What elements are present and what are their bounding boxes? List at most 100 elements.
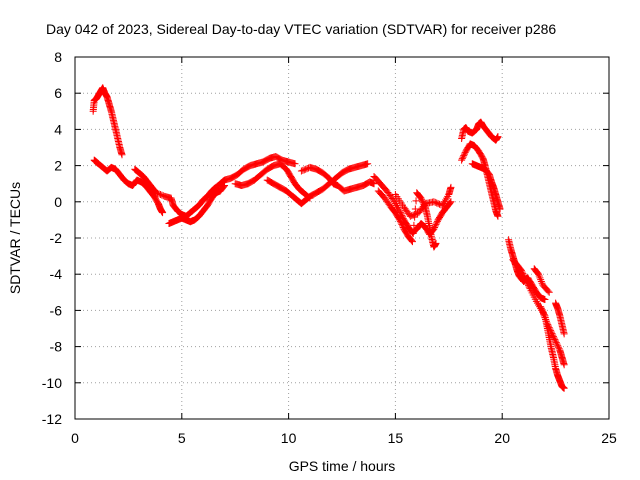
data-point-track-p xyxy=(532,297,540,305)
data-point-track-j xyxy=(397,219,405,227)
data-point-track-s xyxy=(533,268,541,276)
data-point-track-q xyxy=(537,303,545,311)
y-tick-label: -4 xyxy=(50,266,63,282)
data-point-track-m xyxy=(458,156,466,164)
data-point-track-c xyxy=(152,189,160,197)
plot-frame xyxy=(74,56,610,420)
y-axis-label: SDTVAR / TECUs xyxy=(7,182,23,294)
data-point-track-j xyxy=(417,194,425,202)
data-point-track-p xyxy=(523,279,531,287)
data-point-track-p xyxy=(518,268,526,276)
data-point-track-c xyxy=(158,191,166,199)
x-tick-label: 10 xyxy=(281,430,297,446)
data-point-track-k xyxy=(441,198,449,206)
data-point-track-j xyxy=(407,236,415,244)
data-point-track-p xyxy=(525,282,533,290)
data-point-track-j xyxy=(411,205,419,213)
x-tick-label: 20 xyxy=(494,430,510,446)
data-point-track-i xyxy=(446,199,454,207)
data-point-track-o xyxy=(541,296,549,304)
data-point-track-l xyxy=(494,133,502,141)
data-point-track-i xyxy=(399,213,407,221)
data-point-track-p xyxy=(554,342,562,350)
y-tick-label: -6 xyxy=(50,302,63,318)
data-point-track-j xyxy=(398,220,406,228)
chart-title: Day 042 of 2023, Sidereal Day-to-day VTE… xyxy=(46,21,556,37)
data-point-track-k xyxy=(439,200,447,208)
data-point-track-p xyxy=(560,361,568,369)
data-point-track-b xyxy=(159,209,167,217)
data-point-track-p xyxy=(552,339,560,347)
data-point-track-g xyxy=(364,160,372,168)
data-points xyxy=(89,84,568,392)
data-point-track-p xyxy=(550,334,558,342)
x-tick-label: 25 xyxy=(601,430,617,446)
data-point-track-j xyxy=(408,238,416,246)
data-point-track-k xyxy=(408,212,416,220)
data-point-track-j xyxy=(396,216,404,224)
data-point-track-j xyxy=(412,197,420,205)
data-point-track-r xyxy=(560,330,568,338)
data-point-track-p xyxy=(554,343,562,351)
data-point-track-p xyxy=(521,274,529,282)
data-point-track-n xyxy=(496,205,504,213)
data-point-track-n xyxy=(484,169,492,177)
data-point-track-k xyxy=(444,192,452,200)
data-point-track-h xyxy=(303,165,311,173)
data-point-track-i xyxy=(395,205,403,213)
data-point-track-h xyxy=(370,180,378,188)
data-point-track-p xyxy=(522,277,530,285)
data-point-track-k xyxy=(430,198,438,206)
data-point-track-s xyxy=(536,274,544,282)
data-point-track-m xyxy=(460,150,468,158)
data-point-track-d xyxy=(219,183,227,191)
data-point-track-p xyxy=(525,283,533,291)
data-point-track-k xyxy=(443,194,451,202)
data-point-track-k xyxy=(411,210,419,218)
data-point-track-q xyxy=(538,306,546,314)
y-tick-label: 6 xyxy=(54,85,62,101)
data-point-track-q xyxy=(540,310,548,318)
data-point-track-j xyxy=(432,239,440,247)
data-point-track-q xyxy=(539,307,547,315)
data-point-track-e xyxy=(220,177,228,185)
data-point-track-k xyxy=(442,196,450,204)
y-tick-label: -12 xyxy=(42,411,62,427)
data-point-track-k xyxy=(436,200,444,208)
data-point-track-h xyxy=(300,166,308,174)
data-point-track-p xyxy=(549,333,557,341)
data-point-track-j xyxy=(408,237,416,245)
data-point-track-i xyxy=(447,198,455,206)
data-point-track-p xyxy=(549,331,557,339)
data-point-track-p xyxy=(520,271,528,279)
data-point-track-e xyxy=(291,160,299,168)
data-point-track-i xyxy=(392,201,400,209)
data-point-track-k xyxy=(431,198,439,206)
data-point-track-j xyxy=(410,221,418,229)
y-tick-label: 2 xyxy=(54,158,62,174)
data-point-track-i xyxy=(446,200,454,208)
data-point-track-p xyxy=(522,276,530,284)
data-point-track-k xyxy=(438,201,446,209)
data-point-track-c xyxy=(155,190,163,198)
data-point-track-s xyxy=(535,272,543,280)
data-point-track-s xyxy=(538,279,546,287)
data-point-track-j xyxy=(409,229,417,237)
data-point-track-j xyxy=(396,217,404,225)
data-point-track-k xyxy=(433,199,441,207)
data-point-track-k xyxy=(447,183,455,191)
axis-ticks: 0 5 10 15 20 25 -12 -10 -8 -6 -4 -2 0 2 4 6 8 xyxy=(42,49,617,446)
y-tick-label: 8 xyxy=(54,49,62,65)
data-point-track-a xyxy=(118,151,126,159)
data-point-track-m xyxy=(460,152,468,160)
data-point-track-p xyxy=(517,267,525,275)
data-point-track-s xyxy=(537,277,545,285)
data-point-track-m xyxy=(458,155,466,163)
data-point-track-i xyxy=(389,196,397,204)
data-point-track-c xyxy=(154,189,162,197)
y-tick-label: 4 xyxy=(54,121,62,137)
data-point-track-j xyxy=(399,222,407,230)
data-point-track-s xyxy=(545,288,553,296)
data-point-track-p xyxy=(533,299,541,307)
